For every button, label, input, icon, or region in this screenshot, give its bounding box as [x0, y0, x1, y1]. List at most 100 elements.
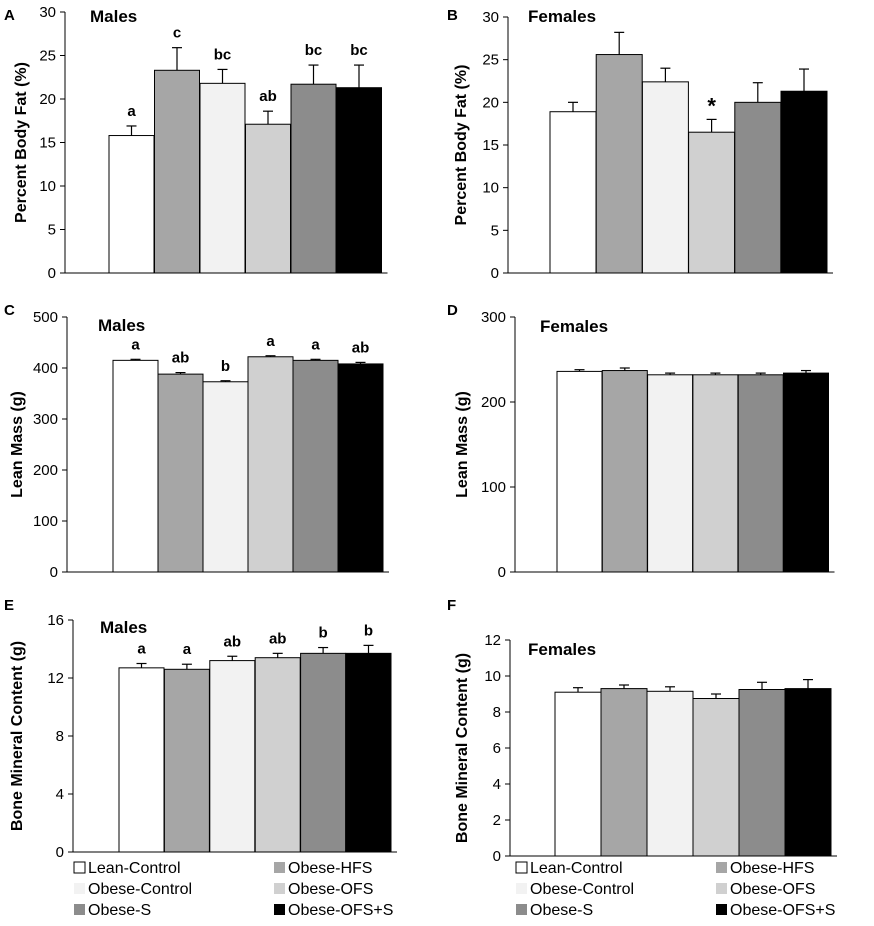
panel-title: Males: [90, 7, 137, 26]
panel-c: C Males Lean Mass (g) 0 100 200 300 400 500 a ab b a…: [4, 302, 389, 581]
bar-obese-hfs: [595, 54, 643, 274]
bar-lean-control: [556, 370, 603, 573]
y-tick-label: 8: [56, 728, 64, 745]
y-axis-label: Lean Mass (g): [454, 391, 471, 498]
significance-label: ab: [172, 350, 190, 367]
panel-letter: C: [4, 302, 15, 319]
significance-label: c: [173, 25, 181, 42]
bar-obese-ofs: [692, 374, 739, 573]
legend-swatch: [516, 883, 527, 894]
y-tick-label: 16: [47, 612, 64, 629]
y-tick-label: 10: [39, 178, 56, 195]
y-tick-label: 5: [491, 222, 499, 239]
panel-d: D Females Lean Mass (g) 0 100 200 300: [447, 302, 835, 581]
legend-swatch: [515, 861, 528, 874]
legend-swatch: [716, 862, 727, 873]
y-tick-label: 20: [482, 94, 499, 111]
y-tick-label: 25: [39, 48, 56, 65]
legend-label: Obese-OFS+S: [730, 902, 835, 919]
y-tick-label: 300: [481, 309, 506, 326]
y-tick-label: 500: [33, 309, 58, 326]
bar-obese-hfs: [154, 69, 200, 274]
bar-obese-s: [300, 652, 347, 853]
significance-label: ab: [269, 630, 287, 647]
panel-letter: F: [447, 597, 456, 614]
bar-obese-ofs: [688, 131, 736, 274]
bar-obese-control: [202, 381, 249, 573]
y-tick-label: 12: [484, 632, 501, 649]
bar-obese-ofs-s: [780, 90, 828, 274]
y-tick-label: 200: [481, 394, 506, 411]
y-tick-label: 0: [48, 265, 56, 282]
bar-lean-control: [549, 111, 597, 274]
bar-obese-s: [734, 101, 782, 274]
legend-label: Obese-HFS: [288, 860, 372, 877]
significance-label: a: [127, 103, 136, 120]
legend-right: Lean-Control Obese-HFS Obese-Control Obese-…: [515, 860, 835, 919]
y-tick-label: 12: [47, 670, 64, 687]
y-axis-label: Percent Body Fat (%): [13, 62, 30, 223]
bar-obese-ofs-s: [337, 363, 384, 573]
legend-label: Lean-Control: [530, 860, 623, 877]
y-tick-label: 0: [493, 848, 501, 865]
significance-label: ab: [259, 88, 277, 105]
y-tick-label: 4: [56, 786, 64, 803]
y-axis-label: Bone Mineral Content (g): [9, 641, 26, 831]
legend-swatch: [73, 861, 86, 874]
significance-label: bc: [305, 42, 323, 59]
bar-obese-control: [209, 660, 256, 853]
y-tick-label: 25: [482, 52, 499, 69]
bar-lean-control: [108, 135, 155, 274]
legend-label: Obese-HFS: [730, 860, 814, 877]
y-tick-label: 0: [491, 265, 499, 282]
panel-f: F Females Bone Mineral Content (g) 0 2 4 6 8 10 1…: [447, 597, 837, 865]
legend-swatch: [74, 883, 85, 894]
bar-obese-ofs-s: [336, 87, 382, 274]
y-tick-label: 30: [39, 4, 56, 21]
y-tick-label: 100: [33, 513, 58, 530]
bar-obese-ofs-s: [783, 372, 829, 573]
y-axis-label: Percent Body Fat (%): [453, 65, 470, 226]
legend-swatch: [274, 862, 285, 873]
panel-letter: E: [4, 597, 14, 614]
legend-label: Obese-OFS: [288, 881, 373, 898]
panel-letter: D: [447, 302, 458, 319]
y-tick-label: 15: [482, 137, 499, 154]
significance-label: bc: [350, 42, 368, 59]
legend-swatch: [716, 904, 727, 915]
bar-obese-control: [641, 81, 689, 274]
legend-left: Lean-Control Obese-HFS Obese-Control Obese-…: [73, 860, 393, 919]
bar-obese-ofs: [247, 356, 294, 573]
panel-a: A Males Percent Body Fat (%) 0 5 10 15 20 25 30 a c…: [4, 4, 388, 282]
significance-label: bc: [214, 46, 232, 63]
y-tick-label: 0: [56, 844, 64, 861]
bar-obese-hfs: [601, 370, 648, 573]
y-tick-label: 6: [493, 740, 501, 757]
significance-label: a: [266, 333, 275, 350]
panel-title: Females: [528, 7, 596, 26]
significance-label: ab: [224, 633, 242, 650]
significance-label: a: [131, 336, 140, 353]
bar-obese-ofs-s: [784, 688, 832, 857]
bar-obese-control: [646, 690, 694, 857]
bar-obese-s: [290, 83, 337, 274]
y-axis-label: Bone Mineral Content (g): [454, 653, 471, 843]
y-tick-label: 400: [33, 360, 58, 377]
panel-b: B Females Percent Body Fat (%) 0 5 10 15 20 25 30…: [447, 7, 833, 282]
y-tick-label: 200: [33, 462, 58, 479]
panel-e: E Males Bone Mineral Content (g) 0 4 8 12 16 a a a…: [4, 597, 397, 861]
significance-label: b: [319, 625, 328, 642]
y-tick-label: 100: [481, 479, 506, 496]
significance-label: b: [364, 622, 373, 639]
bar-obese-hfs: [600, 688, 648, 857]
significance-label: a: [183, 641, 192, 658]
bar-obese-s: [737, 374, 784, 573]
bar-obese-s: [292, 359, 339, 573]
y-tick-label: 30: [482, 9, 499, 26]
y-tick-label: 15: [39, 135, 56, 152]
bar-lean-control: [112, 359, 159, 573]
legend-label: Obese-Control: [530, 881, 634, 898]
y-tick-label: 4: [493, 776, 501, 793]
legend-swatch: [716, 883, 727, 894]
legend-swatch: [274, 904, 285, 915]
